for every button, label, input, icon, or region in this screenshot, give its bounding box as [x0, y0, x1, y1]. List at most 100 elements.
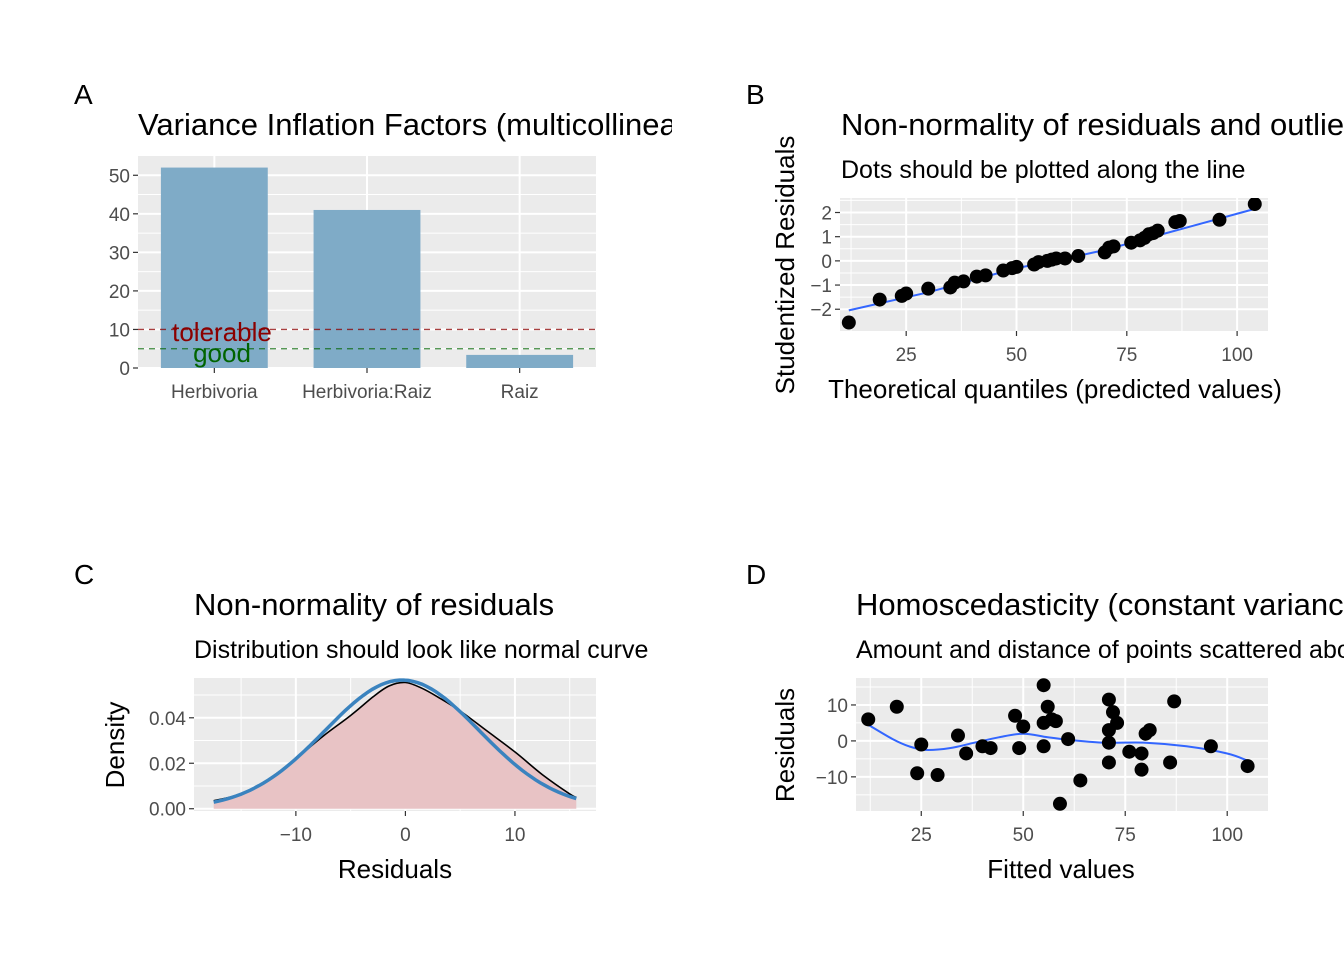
panel-b-xlabel: Theoretical quantiles (predicted values) [828, 374, 1282, 404]
x-tick-label: 75 [1116, 345, 1137, 366]
data-point [914, 737, 929, 752]
data-point [1163, 755, 1178, 770]
panel-d-xlabel: Fitted values [987, 854, 1134, 884]
y-tick-label: 0 [119, 359, 130, 380]
x-tick-label: Raiz [501, 382, 539, 403]
x-tick-label: 10 [504, 825, 525, 846]
x-tick-label: Herbivoria:Raiz [302, 382, 432, 403]
data-point [1167, 694, 1182, 709]
normal-curve [213, 678, 577, 804]
panel-b-tag: B [746, 79, 765, 110]
data-point [910, 766, 925, 781]
y-tick-label: 50 [109, 166, 130, 187]
panel-c-ylabel: Density [100, 702, 130, 789]
data-point [1134, 746, 1149, 761]
panel-c-ticks: −10 0 10 0.00 0.02 0.04 [149, 709, 525, 846]
fit-line [867, 723, 1248, 762]
data-point [1012, 741, 1027, 756]
data-point [1048, 714, 1063, 729]
data-point [841, 315, 856, 330]
data-point [1203, 739, 1218, 754]
tolerable-label: tolerable [172, 317, 272, 347]
panel-d: D Homoscedasticity (constant variance of… [746, 559, 1344, 884]
data-point [1101, 755, 1116, 770]
bar [313, 209, 421, 368]
y-tick-label: 30 [109, 243, 130, 264]
data-point [978, 268, 993, 283]
data-point [1142, 723, 1157, 738]
data-point [1212, 212, 1227, 227]
data-point [1110, 715, 1125, 730]
data-point [872, 292, 887, 307]
data-point [1016, 719, 1031, 734]
y-tick-label: −2 [810, 300, 832, 321]
x-tick-label: 100 [1221, 345, 1253, 366]
panel-c-title: Non-normality of residuals [194, 587, 554, 622]
data-point [1058, 251, 1073, 266]
data-point [1101, 692, 1116, 707]
data-point [950, 728, 965, 743]
x-tick-label: 100 [1211, 825, 1243, 846]
panel-b-marks [841, 198, 1262, 330]
y-tick-label: −1 [810, 276, 832, 297]
panel-a-ticks: 0 10 20 30 40 50 Herbivoria Herbivoria:Raiz Raiz [109, 166, 539, 403]
data-point [1061, 732, 1076, 747]
y-tick-label: 0 [837, 732, 848, 753]
panel-a-title: Variance Inflation Factors (multicolline… [138, 107, 728, 142]
data-point [1073, 773, 1088, 788]
data-point [1134, 762, 1149, 777]
data-point [1150, 223, 1165, 238]
y-tick-label: 10 [827, 696, 848, 717]
panel-d-tag: D [746, 559, 766, 590]
data-point [1240, 759, 1255, 774]
data-point [1105, 705, 1120, 720]
x-tick-label: 75 [1115, 825, 1136, 846]
x-tick-label: 25 [911, 825, 932, 846]
y-tick-label: 0.04 [149, 709, 186, 730]
data-point [921, 281, 936, 296]
data-point [1009, 259, 1024, 274]
panel-a-tag: A [74, 79, 93, 110]
data-point [959, 746, 974, 761]
y-tick-label: 40 [109, 205, 130, 226]
panel-b: B Non-normality of residuals and outlier… [746, 79, 1344, 404]
panel-d-marks [861, 678, 1255, 811]
y-tick-label: 1 [821, 228, 832, 249]
data-point [899, 286, 914, 301]
panel-d-ticks: 25 50 75 100 −10 0 10 [816, 696, 1243, 846]
panel-c-tag: C [74, 559, 94, 590]
panel-b-ticks: 25 50 75 100 −2 −1 0 1 2 [810, 204, 1253, 366]
x-tick-label: 0 [400, 825, 411, 846]
density-area [213, 682, 577, 809]
panel-c: C Non-normality of residuals Distributio… [74, 559, 648, 884]
data-point [1071, 249, 1086, 264]
data-point [1172, 213, 1187, 228]
data-point [1036, 678, 1051, 693]
bar [466, 354, 574, 368]
data-point [1101, 735, 1116, 750]
panel-a-bars [160, 167, 574, 368]
x-tick-label: 50 [1006, 345, 1027, 366]
data-point [1122, 744, 1137, 759]
y-tick-label: −10 [816, 768, 848, 789]
data-point [1036, 739, 1051, 754]
x-tick-label: Herbivoria [171, 382, 258, 403]
data-point [1247, 198, 1262, 212]
y-tick-label: 0 [821, 252, 832, 273]
x-tick-label: −10 [280, 825, 312, 846]
panel-b-grid [840, 198, 1268, 331]
y-tick-label: 2 [821, 204, 832, 225]
bar [160, 167, 268, 368]
data-point [1052, 796, 1067, 811]
panel-d-ylabel: Residuals [770, 688, 800, 802]
data-point [861, 712, 876, 727]
y-tick-label: 10 [109, 320, 130, 341]
data-point [956, 274, 971, 289]
data-point [889, 699, 904, 714]
data-point [1106, 239, 1121, 254]
panel-b-ylabel: Studentized Residuals [770, 136, 800, 395]
data-point [930, 768, 945, 783]
panel-c-marks [213, 678, 577, 809]
panel-b-subtitle: Dots should be plotted along the line [841, 156, 1245, 184]
